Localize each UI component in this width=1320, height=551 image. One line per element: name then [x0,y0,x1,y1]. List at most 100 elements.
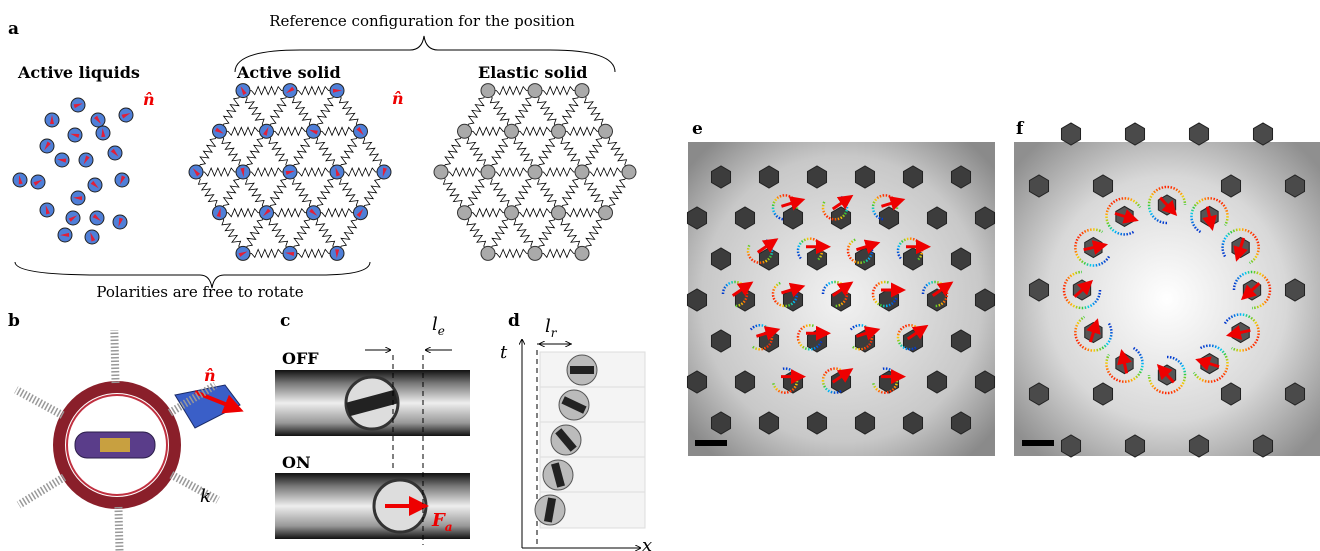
node [599,124,613,138]
post [1061,123,1080,145]
spring [171,475,218,500]
director-label: n̂ [204,366,216,385]
axis-label: x [642,535,652,551]
post [1253,123,1272,145]
node [481,165,495,179]
frame [540,387,645,423]
post [687,289,706,311]
panel-label: a [8,19,19,39]
post [951,330,970,352]
post [1029,279,1048,301]
post [1285,383,1304,405]
director-label: n̂ [392,89,404,108]
panel-title: Active solid [236,63,341,82]
post [975,289,994,311]
time-frames [522,340,645,548]
node [575,165,589,179]
post [1253,435,1272,457]
panel-label: b [8,311,20,331]
post [759,166,778,188]
post [711,412,730,434]
state-label: ON [282,453,311,472]
node [528,246,542,260]
spring-label: k [200,486,211,507]
post [951,412,970,434]
node [528,84,542,98]
photo [1014,142,1320,456]
scale-bar [695,440,727,446]
node [552,124,566,138]
state-label: OFF [282,349,319,368]
spring [114,330,115,383]
caption: Polarities are free to rotate [96,283,303,301]
node [622,165,636,179]
post [711,166,730,188]
node [575,246,589,260]
post [1189,123,1208,145]
node [481,246,495,260]
post [1093,383,1112,405]
post [711,248,730,270]
post [1029,175,1048,197]
post [1221,383,1240,405]
post [1029,383,1048,405]
post [807,166,826,188]
spring [19,477,64,505]
post [1061,435,1080,457]
post [759,412,778,434]
post [879,289,898,311]
panel-title: Active liquids [17,63,140,82]
node [505,206,519,220]
axis-label: t [500,342,508,363]
node [575,84,589,98]
post [975,371,994,393]
post [1285,175,1304,197]
post [927,207,946,229]
post [687,207,706,229]
node [505,124,519,138]
node [458,124,472,138]
post [783,207,802,229]
post [735,371,754,393]
spring [118,507,119,551]
figure: a Reference configuration for the positi… [0,0,1320,551]
node [552,206,566,220]
node [528,165,542,179]
post [855,166,874,188]
post [855,412,874,434]
post [735,207,754,229]
length-label: lr [545,316,558,340]
post [711,330,730,352]
lattice-drawings [13,84,636,261]
caption: Reference configuration for the position [269,12,575,30]
node [434,165,448,179]
robot-bar [570,366,594,374]
post [687,371,706,393]
post [1093,175,1112,197]
spring [16,390,63,415]
post [1189,435,1208,457]
node [481,84,495,98]
length-label: le [432,314,445,338]
post [975,207,994,229]
scale-bar [1022,440,1054,446]
panel-label: d [508,311,520,331]
panel-label: f [1016,119,1025,139]
node [458,206,472,220]
panel-label: e [692,119,703,139]
post [927,371,946,393]
post [951,166,970,188]
post [951,248,970,270]
post [1125,435,1144,457]
post [807,248,826,270]
robot-drawing [16,330,240,551]
panel-title: Elastic solid [478,63,587,82]
post [1221,175,1240,197]
post [1285,279,1304,301]
post [807,412,826,434]
post [903,166,922,188]
post [831,289,850,311]
post [1125,123,1144,145]
node [599,206,613,220]
director-label: n̂ [143,90,155,109]
